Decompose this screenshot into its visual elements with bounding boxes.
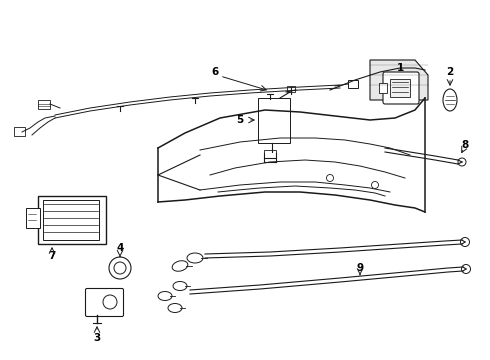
Polygon shape xyxy=(370,60,428,100)
Text: 4: 4 xyxy=(116,243,123,253)
Text: 1: 1 xyxy=(396,63,404,73)
Ellipse shape xyxy=(172,261,188,271)
Circle shape xyxy=(371,181,378,189)
FancyBboxPatch shape xyxy=(383,72,419,104)
Bar xyxy=(348,80,358,88)
Circle shape xyxy=(462,265,470,274)
Text: 5: 5 xyxy=(236,115,244,125)
Circle shape xyxy=(326,175,334,181)
Bar xyxy=(287,86,295,92)
Text: 6: 6 xyxy=(211,67,219,77)
Bar xyxy=(379,83,387,93)
Bar xyxy=(390,79,410,97)
Text: 7: 7 xyxy=(49,251,56,261)
FancyBboxPatch shape xyxy=(14,126,24,135)
FancyBboxPatch shape xyxy=(85,288,123,316)
Bar xyxy=(26,208,40,228)
Bar xyxy=(38,100,50,109)
Ellipse shape xyxy=(158,292,172,301)
Text: 8: 8 xyxy=(462,140,468,150)
Bar xyxy=(43,200,99,240)
Ellipse shape xyxy=(443,89,457,111)
Text: 3: 3 xyxy=(94,333,100,343)
Ellipse shape xyxy=(187,253,203,263)
Bar xyxy=(264,150,276,158)
Circle shape xyxy=(458,158,466,166)
Ellipse shape xyxy=(168,303,182,312)
Ellipse shape xyxy=(173,282,187,291)
Bar xyxy=(258,98,290,143)
Text: 2: 2 xyxy=(446,67,454,77)
Circle shape xyxy=(461,238,469,247)
Bar xyxy=(38,196,106,244)
Text: 9: 9 xyxy=(356,263,364,273)
